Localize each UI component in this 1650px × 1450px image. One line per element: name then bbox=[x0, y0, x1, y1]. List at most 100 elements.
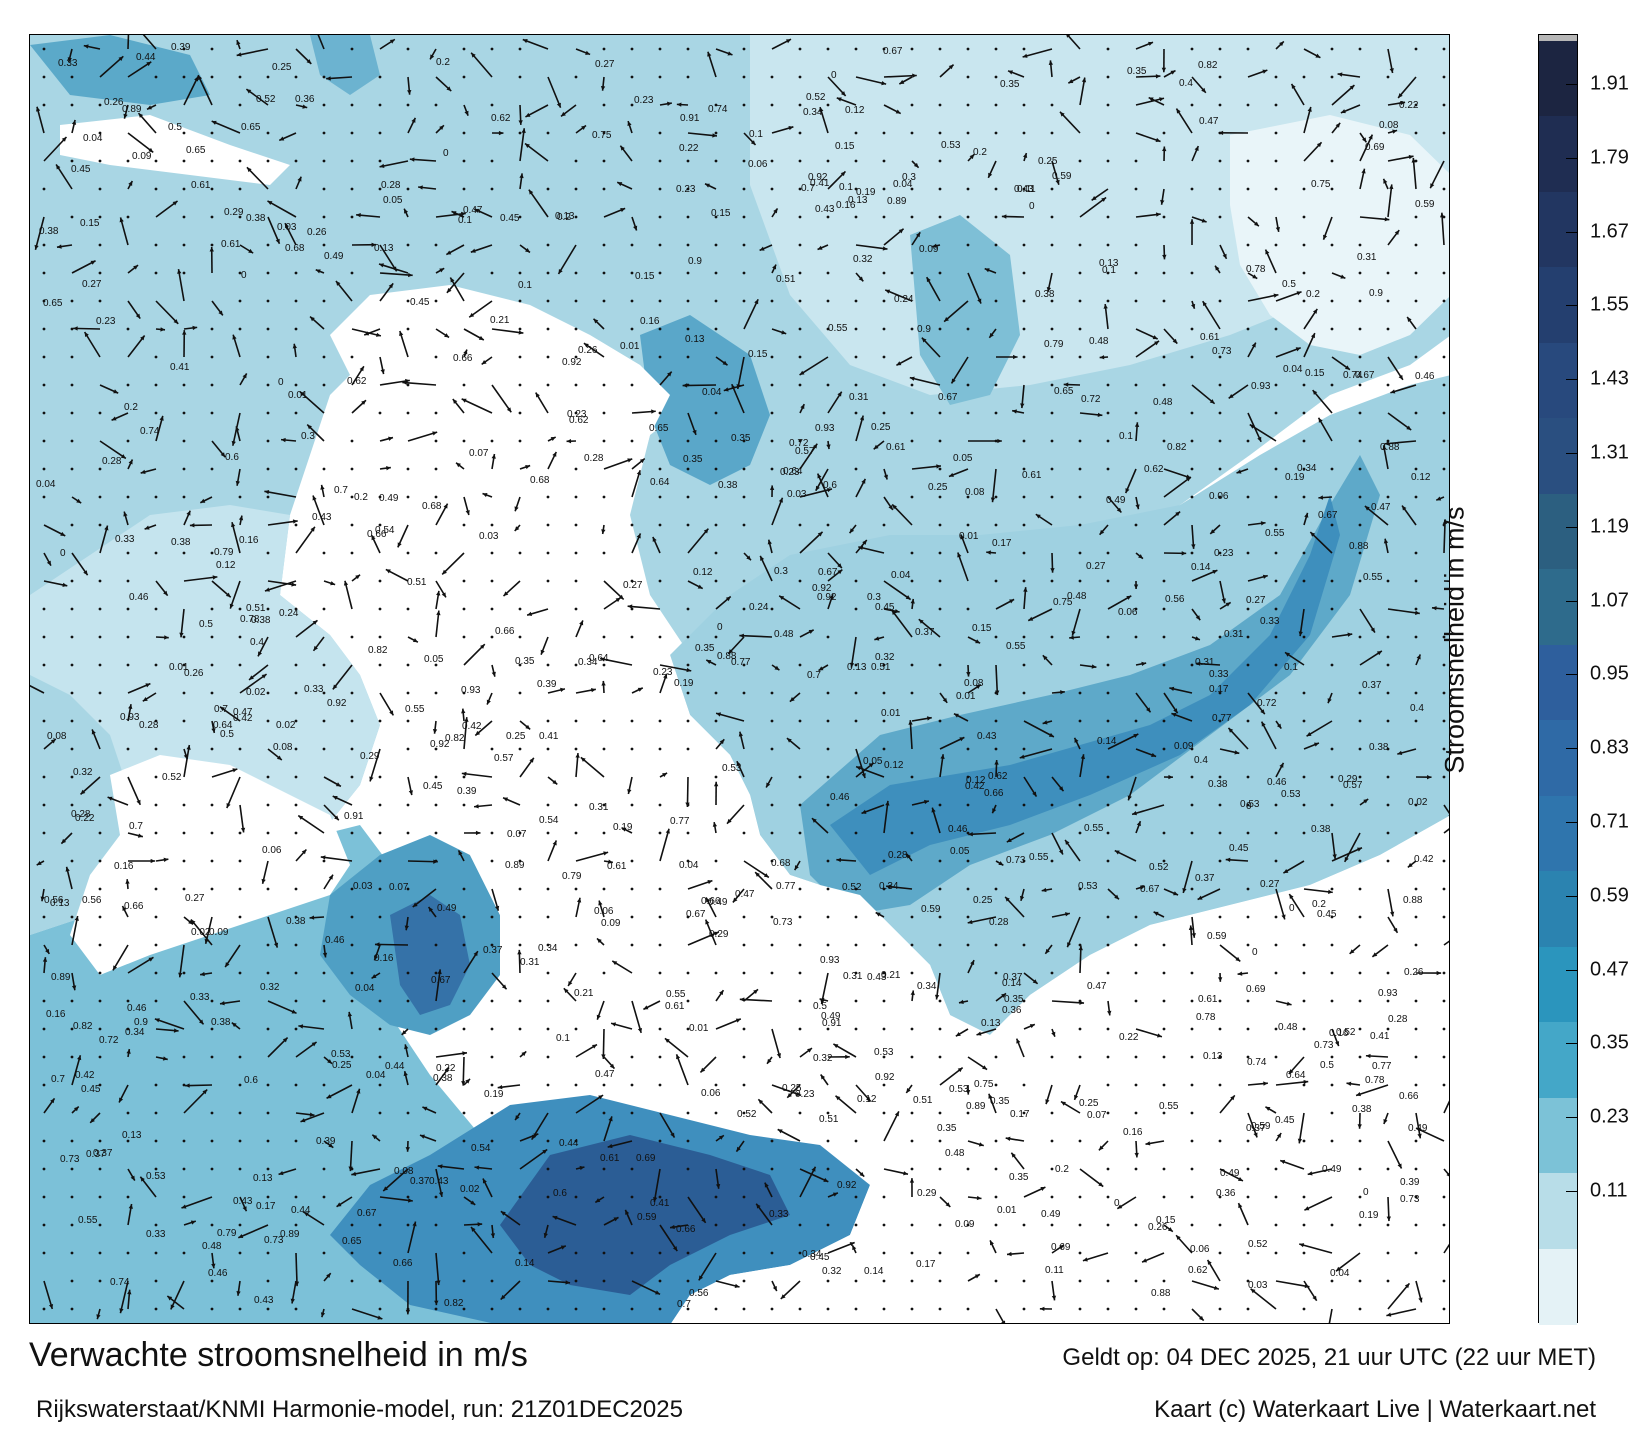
flow-arrow-head bbox=[1370, 627, 1375, 633]
speed-label: 0.74 bbox=[1247, 1057, 1267, 1068]
grid-dot bbox=[1022, 131, 1026, 135]
grid-dot bbox=[294, 663, 298, 667]
grid-dot bbox=[126, 1027, 130, 1031]
flow-arrow-head bbox=[503, 591, 509, 597]
flow-arrow-head bbox=[988, 172, 993, 178]
flow-arrow bbox=[771, 497, 784, 526]
grid-dot bbox=[154, 1167, 158, 1171]
flow-arrow-head bbox=[836, 97, 842, 102]
grid-dot bbox=[98, 411, 102, 415]
flow-arrow-head bbox=[1162, 146, 1167, 152]
grid-dot bbox=[126, 215, 130, 219]
grid-dot bbox=[1358, 1195, 1362, 1199]
grid-dot bbox=[154, 1223, 158, 1227]
flow-arrow-head bbox=[461, 398, 467, 403]
grid-dot bbox=[742, 1055, 746, 1059]
speed-label: 0.51 bbox=[776, 274, 796, 285]
speed-label: 0.6 bbox=[553, 1188, 567, 1199]
grid-dot bbox=[1274, 579, 1278, 583]
flow-arrow-head bbox=[601, 529, 606, 535]
flow-arrow-head bbox=[326, 1094, 332, 1099]
speed-label: 0.38 bbox=[1311, 824, 1331, 835]
flow-arrow bbox=[379, 244, 398, 272]
speed-label: 0.29 bbox=[360, 751, 380, 762]
flow-arrow bbox=[891, 503, 913, 526]
flow-arrow bbox=[911, 465, 942, 470]
speed-label: 0 bbox=[1252, 947, 1258, 958]
grid-dot bbox=[1022, 1111, 1026, 1115]
speed-label: 0.82 bbox=[444, 1298, 464, 1309]
grid-dot bbox=[406, 47, 410, 51]
flow-arrow-head bbox=[297, 176, 302, 182]
flow-arrow-head bbox=[600, 86, 606, 91]
flow-arrow bbox=[463, 717, 468, 750]
grid-dot bbox=[882, 1279, 886, 1283]
flow-arrow bbox=[379, 272, 413, 277]
flow-arrow-head bbox=[613, 1217, 619, 1222]
flow-arrow-head bbox=[1067, 942, 1072, 948]
grid-dot bbox=[686, 1279, 690, 1283]
flow-arrow-head bbox=[46, 560, 51, 566]
grid-dot bbox=[154, 243, 158, 247]
flow-arrow-head bbox=[1386, 1312, 1392, 1317]
grid-dot bbox=[882, 887, 886, 891]
grid-dot bbox=[210, 159, 214, 163]
flow-arrow-head bbox=[418, 185, 423, 190]
grid-dot bbox=[210, 803, 214, 807]
grid-dot bbox=[518, 1195, 522, 1199]
flow-arrow-head bbox=[1218, 977, 1223, 982]
grid-dot bbox=[1442, 915, 1446, 919]
flow-arrow bbox=[349, 1140, 353, 1172]
flow-arrow-head bbox=[477, 1222, 483, 1227]
grid-dot bbox=[70, 579, 74, 583]
flow-arrow-head bbox=[298, 1024, 304, 1029]
flow-arrow-head bbox=[386, 466, 391, 471]
flow-arrow-head bbox=[186, 745, 191, 750]
flow-arrow-head bbox=[73, 1106, 79, 1112]
speed-label: 0.28 bbox=[888, 850, 908, 861]
speed-label: 0.39 bbox=[457, 786, 477, 797]
valid-time: Geldt op: 04 DEC 2025, 21 uur UTC (22 uu… bbox=[1062, 1344, 1596, 1371]
grid-dot bbox=[1246, 1167, 1250, 1171]
grid-dot bbox=[378, 579, 382, 583]
speed-label: 0.9 bbox=[688, 256, 702, 267]
speed-label: 0.68 bbox=[530, 475, 550, 486]
grid-dot bbox=[826, 719, 830, 723]
grid-dot bbox=[1414, 915, 1418, 919]
flow-arrow-head bbox=[891, 610, 897, 616]
speed-label: 0.54 bbox=[375, 525, 395, 536]
grid-dot bbox=[1022, 47, 1026, 51]
flow-arrow-head bbox=[832, 1192, 838, 1197]
speed-label: 0.88 bbox=[1349, 541, 1369, 552]
flow-arrow bbox=[883, 74, 917, 78]
flow-arrow-head bbox=[767, 539, 772, 545]
speed-label: 0.38 bbox=[1352, 1104, 1372, 1115]
flow-arrow-head bbox=[905, 595, 911, 600]
flow-arrow-head bbox=[727, 51, 733, 56]
flow-arrow-head bbox=[565, 1280, 571, 1285]
grid-dot bbox=[1414, 1027, 1418, 1031]
flow-arrow bbox=[827, 1241, 855, 1254]
speed-label: 0.16 bbox=[836, 200, 856, 211]
grid-dot bbox=[266, 1111, 270, 1115]
grid-dot bbox=[1162, 271, 1166, 275]
flow-arrow-head bbox=[756, 1203, 761, 1209]
grid-dot bbox=[630, 1055, 634, 1059]
grid-dot bbox=[1022, 943, 1026, 947]
grid-dot bbox=[1414, 579, 1418, 583]
grid-dot bbox=[350, 47, 354, 51]
grid-dot bbox=[1442, 327, 1446, 331]
grid-dot bbox=[994, 299, 998, 303]
colorbar-segment bbox=[1539, 191, 1577, 269]
grid-dot bbox=[602, 243, 606, 247]
grid-dot bbox=[966, 1251, 970, 1255]
flow-arrow-head bbox=[177, 269, 182, 274]
speed-label: 0.2 bbox=[124, 402, 138, 413]
grid-dot bbox=[1414, 243, 1418, 247]
grid-dot bbox=[98, 915, 102, 919]
flow-arrow-head bbox=[1411, 157, 1416, 163]
grid-dot bbox=[434, 1027, 438, 1031]
grid-dot bbox=[854, 355, 858, 359]
flow-arrow-head bbox=[665, 828, 670, 834]
grid-dot bbox=[1218, 1139, 1222, 1143]
